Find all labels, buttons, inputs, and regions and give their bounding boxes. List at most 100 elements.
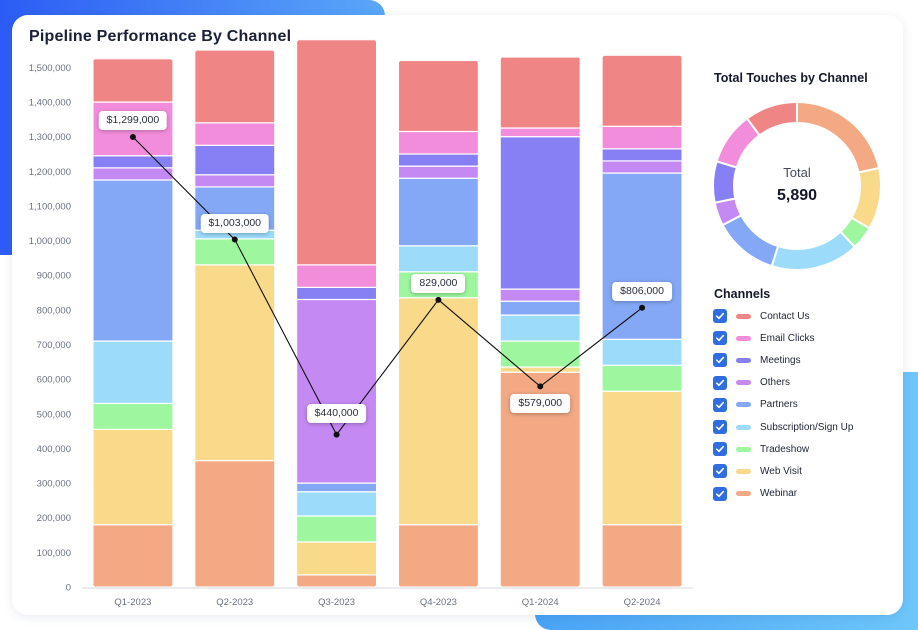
bar-segment-web-visit[interactable] [92, 428, 173, 526]
bar-segment-web-visit[interactable] [296, 541, 377, 576]
bar-segment-email-clicks[interactable] [602, 125, 683, 150]
bar-segment-meetings[interactable] [500, 136, 581, 290]
legend-label: Webinar [760, 488, 798, 500]
legend-item-partners[interactable]: Partners [713, 394, 853, 416]
y-tick-label: 0 [66, 583, 71, 594]
legend-title: Channels [714, 287, 771, 301]
bar-segment-others[interactable] [398, 165, 479, 179]
bar-segment-meetings[interactable] [602, 148, 683, 162]
donut-slice-partners[interactable] [721, 213, 780, 268]
legend-label: Tradeshow [760, 443, 810, 455]
checkbox-checked-icon[interactable] [713, 420, 727, 435]
legend-item-email-clicks[interactable]: Email Clicks [713, 327, 853, 349]
value-callout: $1,299,000 [98, 111, 168, 131]
line-point[interactable] [129, 134, 136, 141]
bar-segment-web-visit[interactable] [602, 390, 683, 526]
bar-segment-meetings[interactable] [92, 155, 173, 169]
x-tick-label: Q2-2024 [624, 597, 661, 608]
checkbox-checked-icon[interactable] [713, 486, 727, 501]
bar-segment-meetings[interactable] [398, 153, 479, 167]
bar-q2-2024 [602, 55, 683, 588]
legend-item-meetings[interactable]: Meetings [713, 349, 853, 371]
bar-segment-tradeshow[interactable] [194, 238, 275, 266]
bar-segment-others[interactable] [602, 160, 683, 174]
bar-segment-email-clicks[interactable] [398, 130, 479, 155]
bar-segment-contact-us[interactable] [500, 57, 581, 129]
bar-segment-subscription-sign-up[interactable] [296, 491, 377, 517]
bar-segment-web-visit[interactable] [500, 366, 581, 373]
bar-segment-webinar[interactable] [194, 459, 275, 587]
checkbox-checked-icon[interactable] [713, 309, 727, 324]
bar-segment-contact-us[interactable] [92, 58, 173, 103]
legend-swatch [736, 313, 751, 319]
line-point[interactable] [639, 304, 646, 311]
bar-segment-partners[interactable] [296, 482, 377, 493]
bar-segment-partners[interactable] [500, 300, 581, 316]
y-tick-label: 1,400,000 [29, 98, 71, 109]
bar-segment-contact-us[interactable] [194, 50, 275, 124]
legend-item-subscription-sign-up[interactable]: Subscription/Sign Up [713, 416, 853, 438]
bar-segment-email-clicks[interactable] [194, 122, 275, 146]
bar-segment-contact-us[interactable] [602, 55, 683, 127]
bar-segment-partners[interactable] [92, 179, 173, 342]
bar-segment-subscription-sign-up[interactable] [500, 314, 581, 342]
y-tick-label: 100,000 [37, 548, 71, 559]
line-point[interactable] [435, 296, 442, 303]
line-point[interactable] [333, 431, 340, 438]
bar-q3-2023 [296, 39, 377, 587]
legend-item-tradeshow[interactable]: Tradeshow [713, 438, 853, 460]
bar-q1-2023 [92, 58, 173, 587]
checkbox-checked-icon[interactable] [713, 464, 727, 479]
donut-slice-contact-us[interactable] [745, 101, 798, 137]
bar-segment-subscription-sign-up[interactable] [602, 338, 683, 366]
bar-segment-contact-us[interactable] [296, 39, 377, 266]
y-tick-label: 1,500,000 [29, 63, 71, 74]
y-tick-label: 500,000 [37, 409, 71, 420]
bar-segment-meetings[interactable] [296, 286, 377, 301]
bar-segment-email-clicks[interactable] [500, 127, 581, 138]
bar-segment-tradeshow[interactable] [92, 402, 173, 430]
bar-segment-others[interactable] [500, 288, 581, 302]
bar-segment-webinar[interactable] [398, 524, 479, 587]
checkbox-checked-icon[interactable] [713, 442, 727, 457]
legend-swatch [736, 468, 751, 474]
bar-segment-meetings[interactable] [194, 144, 275, 176]
bar-q1-2024 [500, 57, 581, 587]
line-point[interactable] [537, 383, 544, 390]
bar-segment-others[interactable] [194, 174, 275, 188]
value-callout: $1,003,000 [200, 213, 270, 233]
line-point[interactable] [231, 236, 238, 243]
checkbox-checked-icon[interactable] [713, 375, 727, 390]
legend-item-contact-us[interactable]: Contact Us [713, 305, 853, 327]
bar-segment-webinar[interactable] [602, 524, 683, 588]
legend-item-webinar[interactable]: Webinar [713, 483, 853, 505]
checkbox-checked-icon[interactable] [713, 397, 727, 412]
bar-segment-contact-us[interactable] [398, 60, 479, 133]
legend-item-others[interactable]: Others [713, 372, 853, 394]
bar-segment-web-visit[interactable] [194, 264, 275, 462]
y-tick-label: 700,000 [37, 340, 71, 351]
legend-swatch [736, 335, 751, 341]
checkbox-checked-icon[interactable] [713, 353, 727, 368]
bar-segment-others[interactable] [92, 167, 173, 181]
bar-segment-subscription-sign-up[interactable] [92, 340, 173, 405]
legend-label: Others [760, 377, 791, 389]
bar-segment-web-visit[interactable] [398, 297, 479, 526]
bar-segment-partners[interactable] [602, 172, 683, 340]
value-callout: 829,000 [411, 273, 466, 293]
bar-segment-partners[interactable] [398, 177, 479, 247]
value-callout: $806,000 [612, 281, 672, 301]
bar-segment-subscription-sign-up[interactable] [398, 245, 479, 273]
bar-segment-email-clicks[interactable] [296, 264, 377, 288]
bar-segment-tradeshow[interactable] [602, 364, 683, 392]
legend-label: Subscription/Sign Up [760, 421, 854, 433]
bar-segment-others[interactable] [296, 298, 377, 484]
donut-slice-meetings[interactable] [712, 160, 739, 204]
legend-item-web-visit[interactable]: Web Visit [713, 460, 853, 482]
bar-segment-webinar[interactable] [296, 574, 377, 587]
bar-segment-tradeshow[interactable] [296, 515, 377, 543]
checkbox-checked-icon[interactable] [713, 331, 727, 346]
donut-slice-subscription-sign-up[interactable] [770, 230, 857, 271]
bar-segment-webinar[interactable] [92, 524, 173, 587]
donut-slice-webinar[interactable] [796, 101, 881, 174]
